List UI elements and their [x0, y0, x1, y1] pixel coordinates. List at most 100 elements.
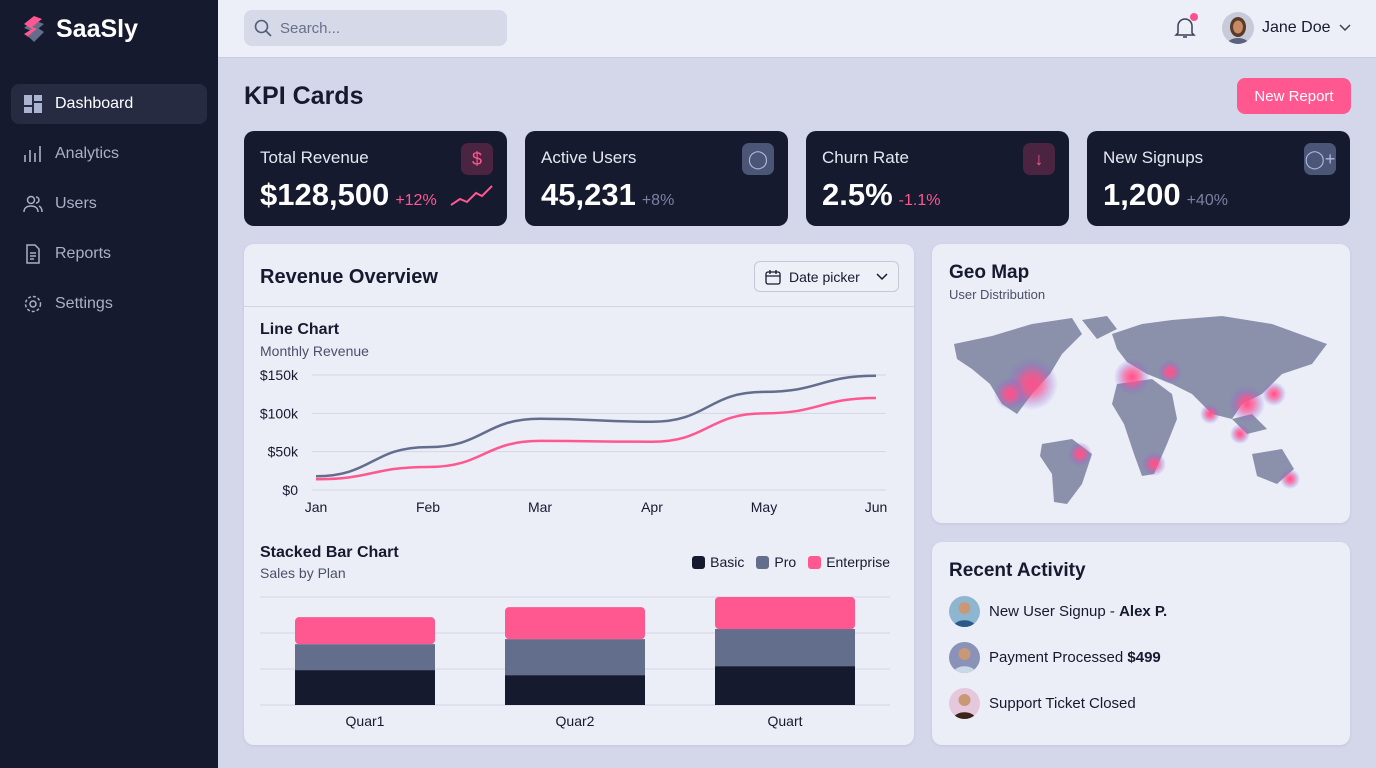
- sidebar-item-users[interactable]: Users: [11, 184, 207, 224]
- kpi-value: $128,500: [260, 177, 390, 212]
- activity-highlight: $499: [1127, 649, 1161, 666]
- legend-swatch: [692, 556, 706, 569]
- kpi-delta: +12%: [395, 192, 437, 209]
- avatar: [1222, 12, 1254, 44]
- world-map[interactable]: [932, 244, 1350, 523]
- bar-enterprise: [715, 597, 855, 630]
- x-tick-label: Apr: [641, 499, 663, 515]
- logo[interactable]: SaaSly: [20, 14, 138, 44]
- app-name: SaaSly: [56, 14, 139, 43]
- sidebar-item-label: Settings: [55, 295, 113, 312]
- bar-chart-subtitle: Sales by Plan: [260, 565, 346, 581]
- activity-highlight: Alex P.: [1119, 603, 1168, 620]
- kpi-value: 1,200: [1103, 177, 1181, 212]
- analytics-icon: [24, 146, 41, 162]
- x-tick-label: Quar2: [556, 713, 595, 729]
- reports-icon: [26, 244, 40, 264]
- activity-item[interactable]: Payment Processed $499: [949, 642, 1161, 673]
- kpi-label: Total Revenue: [260, 148, 369, 167]
- heat-spots: [994, 358, 1300, 489]
- sidebar-item-label: Users: [55, 195, 97, 212]
- y-tick-label: $50k: [268, 444, 299, 460]
- kpi-card[interactable]: Total Revenue $128,500 +12% $: [244, 131, 507, 226]
- card-title: Revenue Overview: [260, 266, 438, 288]
- activity-item[interactable]: New User Signup - Alex P.: [949, 596, 1167, 627]
- activity-text: Support Ticket Closed: [989, 695, 1136, 712]
- dashboard-icon: [24, 95, 42, 113]
- avatar: [949, 688, 980, 719]
- line-chart-subtitle: Monthly Revenue: [260, 343, 369, 359]
- line-chart-title: Line Chart: [260, 321, 340, 338]
- sidebar-item-dashboard[interactable]: Dashboard: [11, 84, 207, 124]
- x-tick-label: Feb: [416, 499, 440, 515]
- arrow-down-icon: ↓: [1023, 143, 1055, 175]
- sidebar-item-label: Analytics: [55, 145, 120, 162]
- sidebar: SaaSly Dashboard Analytics Users Reports…: [0, 0, 218, 768]
- bar-basic: [505, 675, 645, 705]
- bar-pro: [295, 644, 435, 671]
- dollar-icon: $: [461, 143, 493, 175]
- search-input[interactable]: [280, 19, 480, 37]
- card-title: Geo Map: [949, 262, 1030, 283]
- page-title: KPI Cards: [244, 82, 364, 110]
- x-tick-label: Jan: [305, 499, 328, 515]
- kpi-value: 2.5%: [822, 177, 893, 212]
- legend-label: Enterprise: [826, 554, 890, 570]
- bar-basic: [295, 670, 435, 705]
- user-name: Jane Doe: [1262, 19, 1331, 36]
- notification-dot: [1190, 13, 1198, 21]
- legend-item: Pro: [756, 554, 796, 570]
- legend-label: Pro: [774, 554, 797, 570]
- bar-chart-legend: Basic Pro Enterprise: [692, 554, 890, 570]
- sidebar-item-settings[interactable]: Settings: [11, 284, 207, 324]
- avatar: [949, 596, 980, 627]
- bar-pro: [505, 639, 645, 676]
- legend-item: Basic: [692, 554, 744, 570]
- legend-swatch: [808, 556, 822, 569]
- geo-map-card: Geo Map User Distribution: [932, 244, 1350, 523]
- divider: [244, 306, 914, 307]
- new-report-button[interactable]: New Report: [1237, 78, 1351, 114]
- avatar: [949, 642, 980, 673]
- logo-icon: [24, 16, 44, 42]
- revenue-overview-card: Revenue Overview Date picker Line Chart …: [244, 244, 914, 745]
- search-icon: [254, 19, 272, 37]
- x-tick-label: Quart: [767, 713, 802, 729]
- sidebar-item-reports[interactable]: Reports: [11, 234, 207, 274]
- kpi-delta: +40%: [1186, 192, 1228, 209]
- user-plus-icon: ◯+: [1304, 143, 1336, 175]
- date-picker-label: Date picker: [789, 268, 860, 285]
- bar-enterprise: [505, 607, 645, 640]
- users-icon: [23, 195, 43, 213]
- kpi-label: New Signups: [1103, 148, 1204, 167]
- y-tick-label: $100k: [260, 405, 299, 421]
- legend-item: Enterprise: [808, 554, 890, 570]
- chevron-down-icon: [876, 272, 888, 280]
- line-series-0: [315, 374, 877, 478]
- recent-activity-card: Recent Activity New User Signup - Alex P…: [932, 542, 1350, 745]
- activity-text: New User Signup -: [989, 603, 1120, 620]
- top-header: Jane Doe: [218, 0, 1376, 58]
- legend-label: Basic: [710, 554, 745, 570]
- search-bar[interactable]: [244, 10, 507, 46]
- x-tick-label: Jun: [865, 499, 888, 515]
- bar-enterprise: [295, 617, 435, 645]
- bar-chart-title: Stacked Bar Chart: [260, 544, 399, 561]
- sidebar-item-analytics[interactable]: Analytics: [11, 134, 207, 174]
- kpi-value: 45,231: [541, 177, 636, 212]
- kpi-card[interactable]: New Signups 1,200 +40% ◯+: [1087, 131, 1350, 226]
- legend-swatch: [756, 556, 770, 569]
- activity-item[interactable]: Support Ticket Closed: [949, 688, 1136, 719]
- user-menu[interactable]: Jane Doe: [1222, 12, 1351, 44]
- chevron-down-icon: [1338, 24, 1351, 32]
- bell-icon[interactable]: [1174, 16, 1196, 40]
- sparkline-icon: [450, 185, 493, 206]
- kpi-delta: +8%: [641, 192, 675, 209]
- date-picker[interactable]: Date picker: [754, 261, 899, 292]
- x-tick-label: May: [751, 499, 777, 515]
- card-subtitle: User Distribution: [949, 287, 1046, 302]
- kpi-label: Active Users: [541, 148, 637, 167]
- kpi-card[interactable]: Active Users 45,231 +8% ◯: [525, 131, 788, 226]
- kpi-card[interactable]: Churn Rate 2.5% -1.1% ↓: [806, 131, 1069, 226]
- kpi-label: Churn Rate: [822, 148, 909, 167]
